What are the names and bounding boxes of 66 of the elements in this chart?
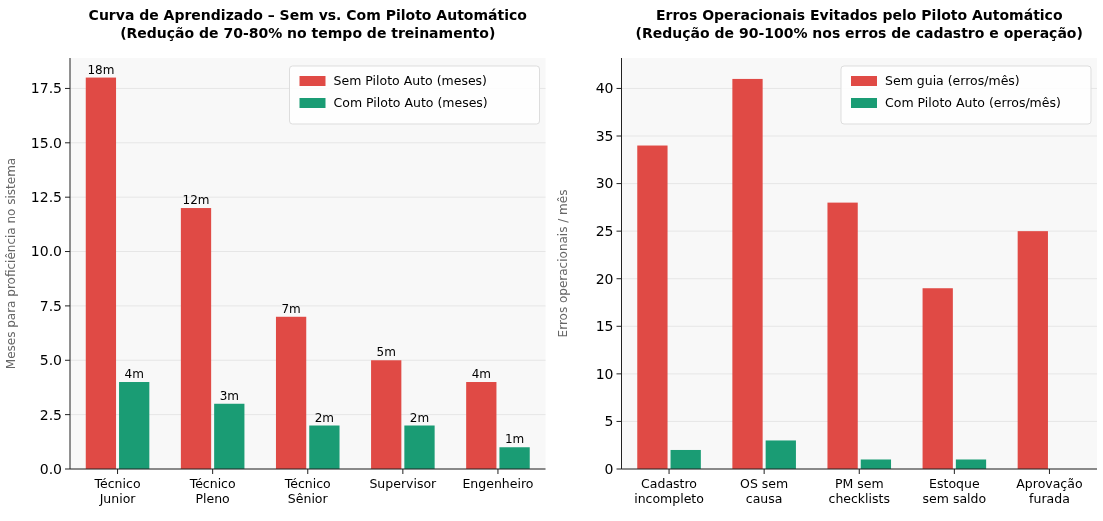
y-tick-label: 7.5 [39,297,62,314]
data-label: 5m [376,345,396,360]
y-tick-label: 35 [595,127,614,144]
y-tick-label: 15 [595,318,614,335]
y-tick-label: 15.0 [30,134,62,151]
bar [499,447,530,469]
y-tick-label: 40 [595,80,614,97]
legend-label: Com Piloto Auto (meses) [333,95,488,110]
y-tick-label: 20 [595,270,614,287]
data-label: 2m [409,410,430,425]
data-label: 18m [87,62,115,77]
data-label: 4m [471,367,491,382]
x-tick-label: Supervisor [369,476,438,491]
bar [637,145,668,469]
bar [922,288,953,469]
y-tick-label: 5.0 [39,352,62,369]
legend-label: Sem Piloto Auto (meses) [333,73,487,88]
x-tick-label: Técnico Sênior [283,476,331,506]
y-tick-label: 2.5 [39,406,62,423]
bar [119,382,150,469]
bar [180,208,212,469]
bar [1017,231,1048,469]
bar [275,316,307,469]
y-tick-label: 0 [604,460,614,477]
data-label: 12m [182,193,210,208]
data-label: 3m [219,388,239,403]
y-tick-label: 5 [604,413,614,430]
data-label: 1m [504,432,525,447]
y-tick-label: 17.5 [30,80,62,97]
bar [371,360,402,469]
y-tick-label: 10 [595,365,614,382]
bar [214,403,245,469]
legend-label: Com Piloto Auto (erros/mês) [885,95,1061,110]
chart-subtitle: (Redução de 70-80% no tempo de treinamento) [120,25,496,41]
bar [765,440,796,469]
y-tick-label: 30 [595,175,614,192]
x-tick-label: Técnico Junior [93,476,141,506]
data-label: 2m [314,410,335,425]
x-tick-label: PM sem checklists [828,476,890,506]
x-tick-label: Cadastro incompleto [634,476,704,506]
bar [955,459,987,469]
y-axis-title: Erros operacionais / mês [555,189,570,338]
bar [827,202,858,469]
x-tick-label: Estoque sem saldo [922,476,987,506]
chart-title: Erros Operacionais Evitados pelo Piloto Automático [655,7,1063,23]
y-tick-label: 10.0 [30,243,62,260]
bar [309,425,340,469]
bar [85,77,117,469]
chart-subtitle: (Redução de 90-100% nos erros de cadastro e operação) [635,25,1083,41]
bar [860,459,892,469]
x-tick-label: OS sem causa [740,476,789,506]
y-tick-label: 0.0 [39,460,62,477]
bar [732,78,763,469]
legend-label: Sem guia (erros/mês) [885,73,1020,88]
bar [670,449,701,469]
x-tick-label: Engenheiro [462,476,534,491]
y-tick-label: 12.5 [30,189,62,206]
y-tick-label: 25 [595,223,614,240]
bar [466,382,497,469]
data-label: 4m [124,367,144,382]
chart-title: Curva de Aprendizado – Sem vs. Com Piloto Automático [88,7,528,23]
x-tick-label: Técnico Pleno [188,476,236,506]
bar [404,425,435,469]
y-axis-title: Meses para proficiência no sistema [4,157,18,370]
data-label: 7m [281,301,301,316]
x-tick-label: Aprovação furada [1016,476,1083,506]
